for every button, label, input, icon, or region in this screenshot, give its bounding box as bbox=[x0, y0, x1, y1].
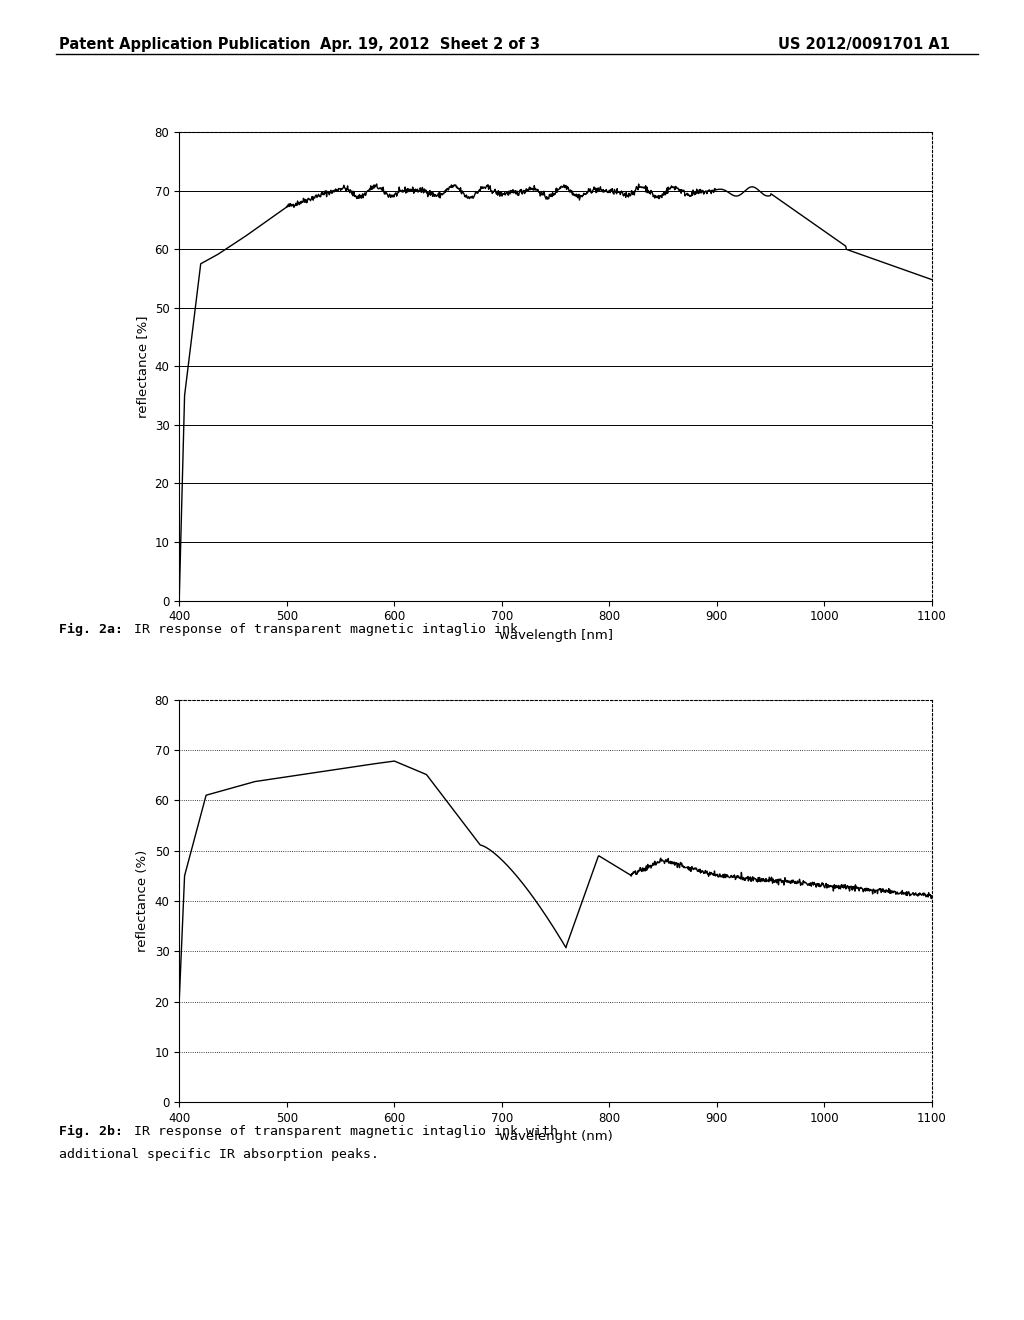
X-axis label: wavelength [nm]: wavelength [nm] bbox=[499, 628, 612, 642]
Text: IR response of transparent magnetic intaglio ink: IR response of transparent magnetic inta… bbox=[118, 623, 518, 636]
Text: Patent Application Publication: Patent Application Publication bbox=[59, 37, 311, 51]
Text: Fig. 2b:: Fig. 2b: bbox=[59, 1125, 123, 1138]
Y-axis label: reflectance (%): reflectance (%) bbox=[136, 850, 150, 952]
Text: Apr. 19, 2012  Sheet 2 of 3: Apr. 19, 2012 Sheet 2 of 3 bbox=[321, 37, 540, 51]
Text: US 2012/0091701 A1: US 2012/0091701 A1 bbox=[778, 37, 950, 51]
Text: additional specific IR absorption peaks.: additional specific IR absorption peaks. bbox=[59, 1148, 379, 1162]
Text: IR response of transparent magnetic intaglio ink with: IR response of transparent magnetic inta… bbox=[118, 1125, 558, 1138]
Text: Fig. 2a:: Fig. 2a: bbox=[59, 623, 123, 636]
X-axis label: wavelenght (nm): wavelenght (nm) bbox=[499, 1130, 612, 1143]
Y-axis label: reflectance [%]: reflectance [%] bbox=[136, 315, 150, 417]
